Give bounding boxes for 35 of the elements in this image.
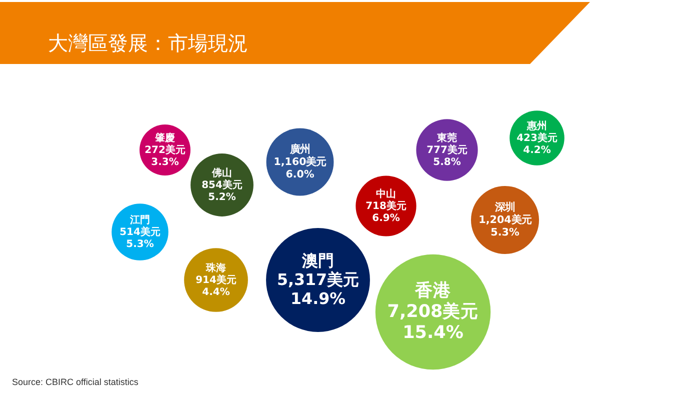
- data-label: 6.0%: [286, 168, 314, 180]
- data-label: 1,204美元: [478, 214, 532, 226]
- data-label: 3.3%: [151, 157, 179, 168]
- text: 大灣區發展：市場現況: [48, 31, 248, 55]
- category-label: 東莞: [436, 132, 457, 144]
- category-label: 澳門: [301, 251, 334, 270]
- category-label: 江門: [129, 214, 150, 226]
- category-label: 香港: [414, 280, 452, 301]
- data-label: 4.4%: [202, 287, 230, 298]
- data-label: 15.4%: [402, 323, 464, 344]
- category-label: 廣州: [289, 144, 310, 156]
- category-label: 佛山: [211, 167, 232, 179]
- data-label: 272美元: [144, 144, 186, 156]
- data-label: 514美元: [120, 226, 160, 238]
- data-label: 14.9%: [290, 289, 346, 308]
- data-label: 5.8%: [433, 157, 461, 168]
- category-label: 中山: [376, 188, 396, 200]
- data-label: 5.3%: [126, 239, 154, 250]
- source-note: Source: CBIRC official statistics: [12, 377, 139, 387]
- category-label: 珠海: [205, 262, 226, 274]
- category-label: 惠州: [526, 120, 547, 132]
- data-label: 854美元: [202, 179, 242, 191]
- data-label: 914美元: [196, 274, 236, 286]
- data-label: 777美元: [426, 144, 468, 156]
- category-label: 深圳: [494, 202, 515, 214]
- data-label: 7,208美元: [387, 301, 479, 322]
- category-label: 肇慶: [154, 132, 175, 144]
- data-label: 5.3%: [490, 226, 520, 238]
- data-label: 423美元: [516, 132, 558, 144]
- data-label: 4.2%: [523, 145, 551, 156]
- data-label: 1,160美元: [274, 156, 326, 168]
- data-label: 5.2%: [208, 192, 236, 203]
- data-label: 5,317美元: [276, 270, 360, 289]
- data-label: 718美元: [366, 200, 406, 212]
- data-label: 6.9%: [372, 213, 400, 224]
